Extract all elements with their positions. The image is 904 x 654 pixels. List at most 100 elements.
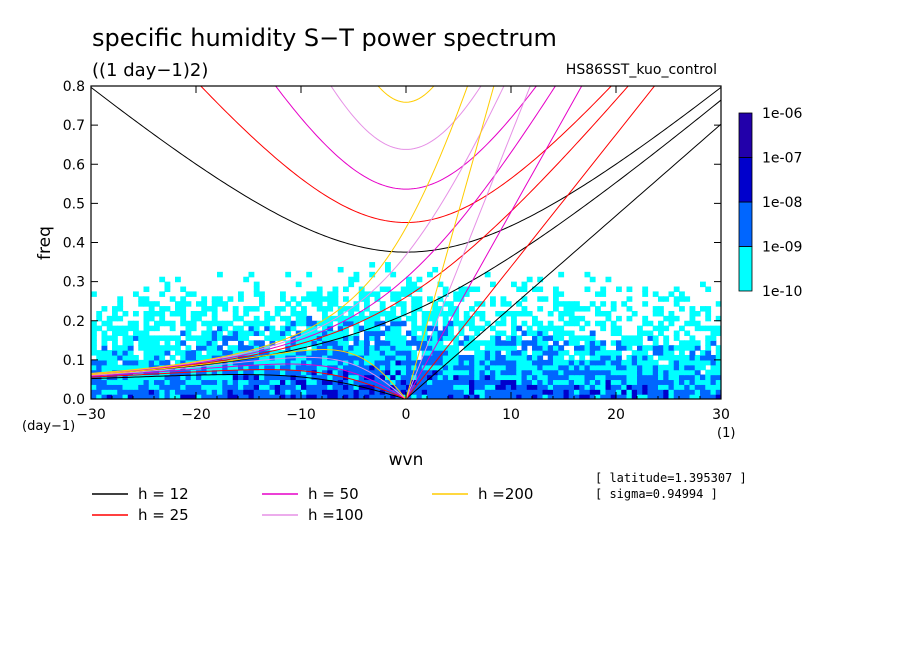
spectrum-cell xyxy=(610,320,617,327)
spectrum-cell xyxy=(400,310,407,317)
spectrum-cell xyxy=(605,369,612,376)
spectrum-cell xyxy=(285,379,292,385)
spectrum-cell xyxy=(679,374,685,381)
spectrum-cell xyxy=(159,389,166,395)
spectrum-cell xyxy=(280,330,286,337)
spectrum-cell xyxy=(453,364,460,371)
spectrum-cell xyxy=(700,374,706,381)
spectrum-cell xyxy=(322,369,328,376)
spectrum-cell xyxy=(595,320,601,327)
spectrum-cell xyxy=(348,389,355,395)
spectrum-cell xyxy=(322,335,328,341)
spectrum-cell xyxy=(190,310,197,317)
spectrum-cell xyxy=(416,369,423,376)
spectrum-cell xyxy=(684,364,691,371)
spectrum-cell xyxy=(437,374,444,381)
spectrum-cell xyxy=(553,389,559,395)
spectrum-cell xyxy=(390,394,397,399)
spectrum-cell xyxy=(190,384,197,390)
spectrum-cell xyxy=(206,369,213,376)
legend-label: h =100 xyxy=(308,506,363,524)
spectrum-cell xyxy=(316,340,323,346)
spectrum-cell xyxy=(112,345,118,351)
spectrum-cell xyxy=(637,354,643,361)
spectrum-cell xyxy=(227,350,234,356)
spectrum-cell xyxy=(453,359,460,366)
spectrum-cell xyxy=(211,310,218,317)
spectrum-cell xyxy=(206,389,213,395)
spectrum-cell xyxy=(332,345,339,351)
spectrum-cell xyxy=(532,384,538,390)
spectrum-cell xyxy=(652,369,659,376)
spectrum-cell xyxy=(138,394,145,399)
spectrum-cell xyxy=(101,306,108,312)
spectrum-cell xyxy=(285,394,292,399)
spectrum-cell xyxy=(343,315,349,322)
spectrum-cell xyxy=(222,384,229,390)
spectrum-cell xyxy=(316,374,323,381)
spectrum-cell xyxy=(369,320,376,327)
spectrum-cell xyxy=(91,340,97,346)
spectrum-cell xyxy=(568,384,575,390)
spectrum-cell xyxy=(595,389,601,395)
inertia-gravity-curve xyxy=(91,86,721,253)
spectrum-cell xyxy=(542,350,549,356)
spectrum-cell xyxy=(280,369,286,376)
spectrum-cell xyxy=(495,340,502,346)
spectrum-cell xyxy=(259,394,265,399)
spectrum-cell xyxy=(222,340,229,346)
spectrum-cell xyxy=(106,394,113,399)
rossby-curve xyxy=(91,363,407,399)
spectrum-cell xyxy=(532,350,538,356)
spectrum-cell xyxy=(715,389,721,395)
y-unit-label: (day−1) xyxy=(22,419,75,434)
spectrum-cell xyxy=(117,379,124,385)
spectrum-cell xyxy=(122,364,129,371)
spectrum-cell xyxy=(185,394,192,399)
spectrum-cell xyxy=(658,379,664,385)
spectrum-cell xyxy=(285,271,292,278)
spectrum-cell xyxy=(516,389,523,395)
spectrum-cell xyxy=(285,374,292,381)
spectrum-cell xyxy=(253,286,260,293)
spectrum-cell xyxy=(322,379,328,385)
spectrum-cell xyxy=(259,384,265,390)
spectrum-cell xyxy=(479,315,486,322)
spectrum-cell xyxy=(595,350,601,356)
spectrum-cell xyxy=(652,389,659,395)
spectrum-cell xyxy=(364,389,370,395)
spectrum-cell xyxy=(500,359,507,366)
spectrum-cell xyxy=(311,320,318,327)
spectrum-cell xyxy=(463,369,470,376)
spectrum-cell xyxy=(143,364,150,371)
spectrum-cell xyxy=(558,379,565,385)
spectrum-cell xyxy=(421,310,428,317)
spectrum-cell xyxy=(154,335,160,341)
spectrum-cell xyxy=(616,379,622,385)
spectrum-cell xyxy=(453,320,460,327)
spectrum-cell xyxy=(180,320,187,327)
spectrum-cell xyxy=(91,394,97,399)
spectrum-cell xyxy=(568,320,575,327)
spectrum-cell xyxy=(505,364,512,371)
spectrum-cell xyxy=(290,359,297,366)
spectrum-cell xyxy=(227,389,234,395)
spectrum-cell xyxy=(610,350,617,356)
spectrum-cell xyxy=(694,379,701,385)
spectrum-cell xyxy=(626,359,633,366)
spectrum-cell xyxy=(180,389,187,395)
spectrum-cell xyxy=(91,291,97,297)
spectrum-cell xyxy=(437,345,444,351)
spectrum-cell xyxy=(264,394,271,399)
spectrum-cell xyxy=(316,286,323,293)
spectrum-cell xyxy=(553,369,559,376)
spectrum-cell xyxy=(547,310,554,317)
spectrum-cell xyxy=(385,335,391,341)
spectrum-cell xyxy=(642,315,649,322)
spectrum-cell xyxy=(584,320,591,327)
spectrum-cell xyxy=(327,340,334,346)
x-axis: −30 −20 −10 0 10 20 30 xyxy=(76,86,730,423)
legend-label: h = 12 xyxy=(138,485,189,503)
spectrum-cell xyxy=(537,330,544,337)
spectrum-cell xyxy=(232,384,239,390)
